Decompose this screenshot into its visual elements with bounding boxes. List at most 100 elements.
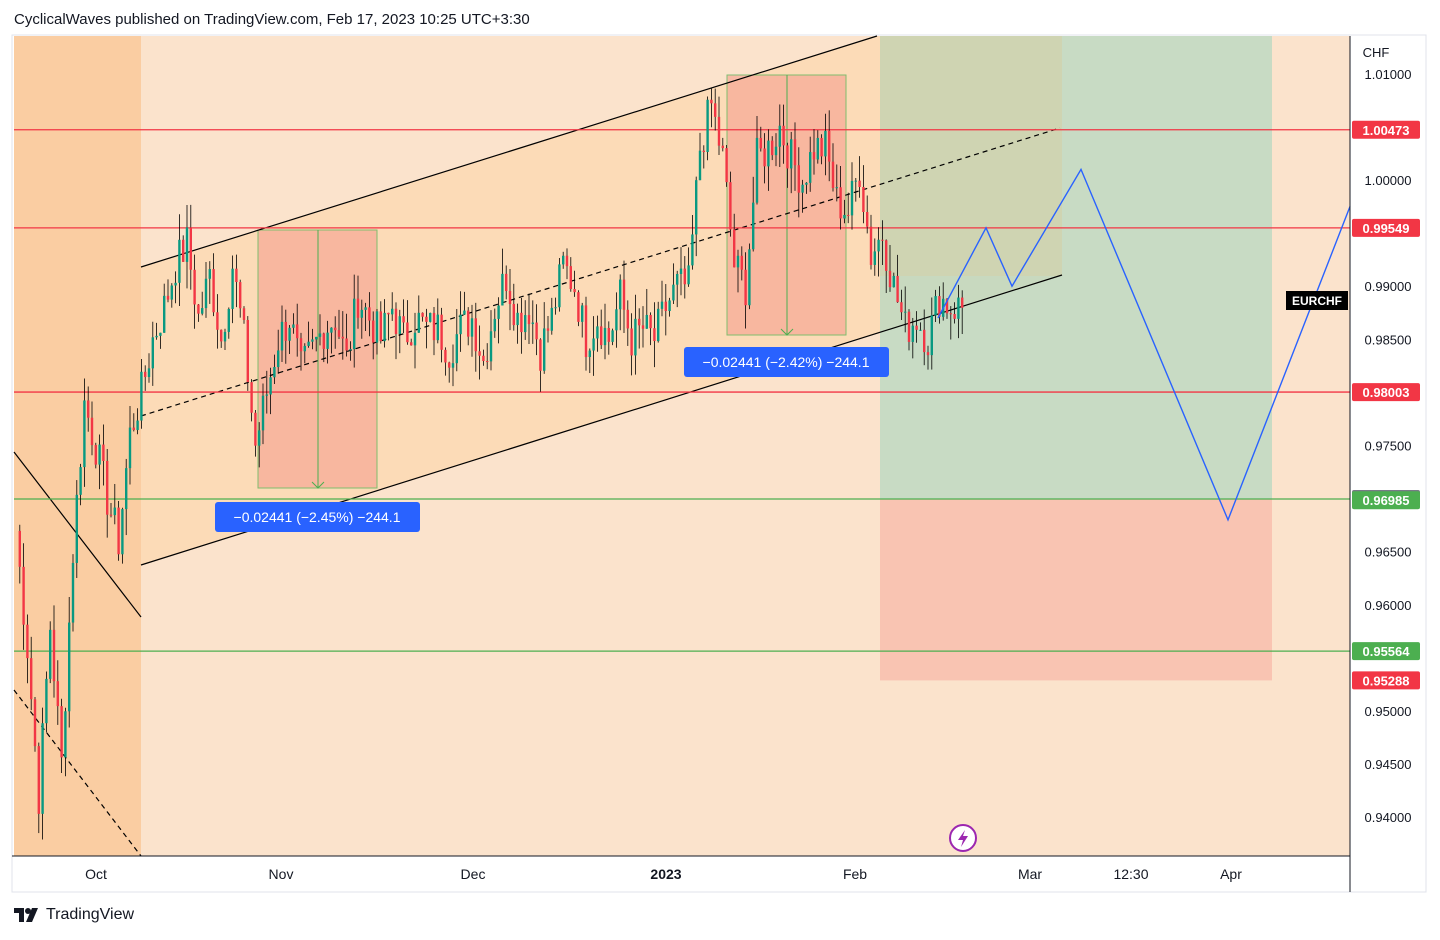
- candle: [406, 300, 409, 345]
- price-label-text: 1.00473: [1363, 123, 1410, 138]
- candle: [961, 290, 964, 335]
- candle-body: [326, 332, 329, 349]
- candle-body: [375, 311, 379, 343]
- candle-body: [140, 371, 143, 421]
- candle: [843, 199, 846, 224]
- candle: [600, 309, 603, 350]
- candle: [581, 302, 584, 338]
- y-tick-label: 0.98500: [1365, 332, 1412, 347]
- candle-body: [448, 362, 451, 368]
- price-label: 0.95564: [1352, 642, 1420, 661]
- candle: [269, 367, 272, 415]
- candle: [782, 104, 785, 164]
- candle: [463, 291, 466, 316]
- candle: [280, 305, 284, 362]
- candle: [170, 283, 173, 308]
- candle-body: [588, 350, 591, 358]
- candle: [292, 313, 295, 334]
- candle-body: [782, 125, 785, 146]
- candle-body: [702, 150, 705, 153]
- candle: [607, 321, 610, 355]
- candle: [596, 315, 599, 352]
- candle-body: [877, 239, 880, 252]
- candle-body: [391, 308, 394, 315]
- candle: [904, 286, 907, 333]
- candle: [554, 297, 557, 315]
- candle: [451, 344, 455, 387]
- candle-body: [227, 308, 230, 332]
- candle-body: [113, 507, 116, 516]
- projection-path: [937, 167, 1351, 522]
- candle: [934, 289, 937, 322]
- candle: [793, 122, 797, 191]
- candle: [626, 300, 629, 346]
- price-label-bg: [1352, 671, 1420, 690]
- candle-body: [349, 349, 352, 351]
- candle-body: [824, 130, 827, 157]
- candle-body: [843, 214, 846, 219]
- publish-header: CyclicalWaves published on TradingView.c…: [14, 11, 530, 28]
- candle-body: [508, 291, 512, 304]
- candle: [584, 296, 588, 371]
- candle-body: [288, 327, 291, 341]
- y-tick-label: 0.96000: [1365, 598, 1412, 613]
- candle-body: [615, 309, 618, 331]
- candle-body: [904, 311, 907, 313]
- candle-body: [923, 329, 926, 353]
- candle-body: [524, 315, 527, 333]
- candle: [835, 164, 838, 202]
- candle: [611, 328, 614, 346]
- candle: [242, 306, 246, 324]
- candle: [56, 660, 59, 725]
- candle-body: [869, 226, 873, 265]
- candle: [102, 424, 105, 486]
- candle: [543, 302, 546, 374]
- candle-body: [793, 139, 797, 166]
- candle-body: [486, 361, 489, 363]
- candle-body: [60, 706, 63, 758]
- candle-body: [71, 562, 75, 623]
- candle: [881, 220, 884, 266]
- candle: [676, 270, 679, 308]
- y-tick-label: 0.97500: [1365, 439, 1412, 454]
- candle-body: [828, 130, 831, 162]
- candle: [337, 309, 341, 339]
- candle-body: [201, 308, 204, 314]
- candle-body: [147, 368, 151, 378]
- candle-body: [41, 723, 44, 814]
- candle-body: [729, 182, 732, 230]
- candle-body: [900, 302, 903, 313]
- candle-body: [660, 301, 664, 309]
- down-channel-lower: [13, 689, 142, 857]
- candle-body: [816, 137, 819, 160]
- candle-body: [353, 298, 356, 350]
- candle-body: [22, 566, 25, 625]
- candle: [900, 289, 903, 321]
- candle: [926, 345, 930, 370]
- candle-body: [432, 312, 436, 341]
- candle-body: [930, 315, 933, 356]
- candle-body: [664, 301, 667, 312]
- candle: [239, 279, 242, 318]
- candle-body: [489, 331, 493, 362]
- candle: [155, 322, 158, 340]
- candle: [497, 297, 500, 344]
- candle: [379, 301, 382, 344]
- candle-body: [250, 382, 253, 413]
- candle-body: [144, 371, 147, 378]
- candle: [505, 265, 508, 300]
- candle: [64, 707, 67, 777]
- candle: [394, 302, 398, 360]
- candle-body: [721, 145, 724, 149]
- candle-body: [550, 307, 553, 331]
- candle-body: [372, 320, 375, 343]
- candle: [413, 312, 417, 369]
- candle: [527, 293, 531, 344]
- price-chart[interactable]: −0.02441 (−2.45%) −244.1 −0.02441 (−2.42%…: [0, 0, 1440, 900]
- tradingview-footer[interactable]: TradingView: [14, 906, 134, 924]
- candle-body: [698, 150, 702, 181]
- candle: [790, 131, 793, 194]
- candle-body: [854, 180, 857, 182]
- candle-body: [600, 326, 603, 346]
- candle-body: [520, 312, 523, 333]
